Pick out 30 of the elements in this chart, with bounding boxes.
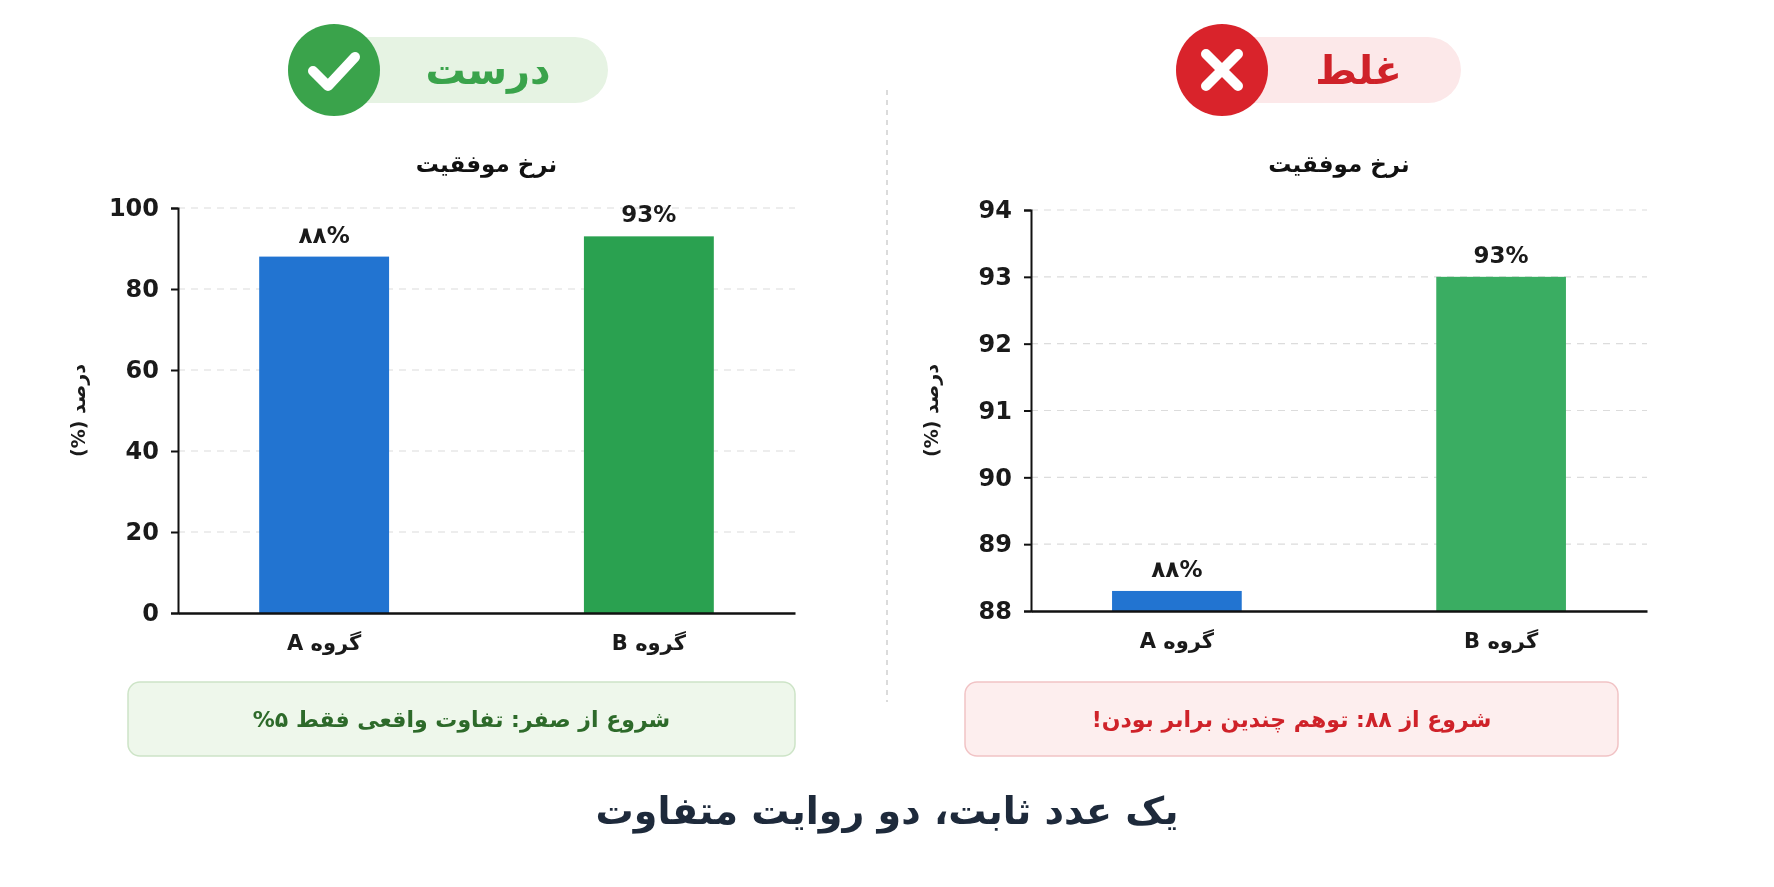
- data-label: 93%: [1473, 241, 1529, 268]
- y-tick-label: 88: [978, 597, 1012, 626]
- y-tick-label: 0: [142, 599, 159, 628]
- y-tick-label: 90: [978, 463, 1012, 492]
- text: درست: [425, 47, 551, 94]
- data-label: ۸۸%: [1151, 555, 1203, 582]
- x-tick-label: گروه A: [286, 629, 363, 655]
- y-tick-label: 100: [108, 194, 159, 223]
- text: یک عدد ثابت، دو روایت متفاوت: [595, 789, 1179, 834]
- chart-title: نرخ موفقیت: [415, 151, 558, 178]
- y-tick-label: 94: [978, 196, 1012, 225]
- x-tick-label: گروه B: [1464, 627, 1539, 653]
- y-tick-label: 40: [125, 437, 159, 466]
- data-label: 93%: [621, 201, 677, 228]
- y-axis-title: درصد (%): [919, 363, 943, 458]
- data-label: ۸۸%: [298, 221, 350, 248]
- y-tick-label: 91: [978, 396, 1012, 425]
- text: غلط: [1315, 47, 1402, 93]
- y-tick-label: 89: [978, 530, 1012, 559]
- y-axis-title: درصد (%): [66, 363, 90, 458]
- y-tick-label: 60: [125, 356, 159, 385]
- x-tick-label: گروه B: [611, 629, 687, 655]
- y-tick-label: 92: [978, 329, 1012, 358]
- text: شروع از ۸۸: توهم چندین برابر بودن!: [1091, 707, 1492, 733]
- y-tick-label: 93: [978, 263, 1012, 292]
- y-tick-label: 20: [125, 518, 159, 547]
- y-tick-label: 80: [125, 275, 159, 304]
- x-tick-label: گروه A: [1139, 627, 1215, 653]
- text: شروع از صفر: تفاوت واقعی فقط ۵%: [252, 707, 671, 733]
- chart-title: نرخ موفقیت: [1268, 151, 1410, 178]
